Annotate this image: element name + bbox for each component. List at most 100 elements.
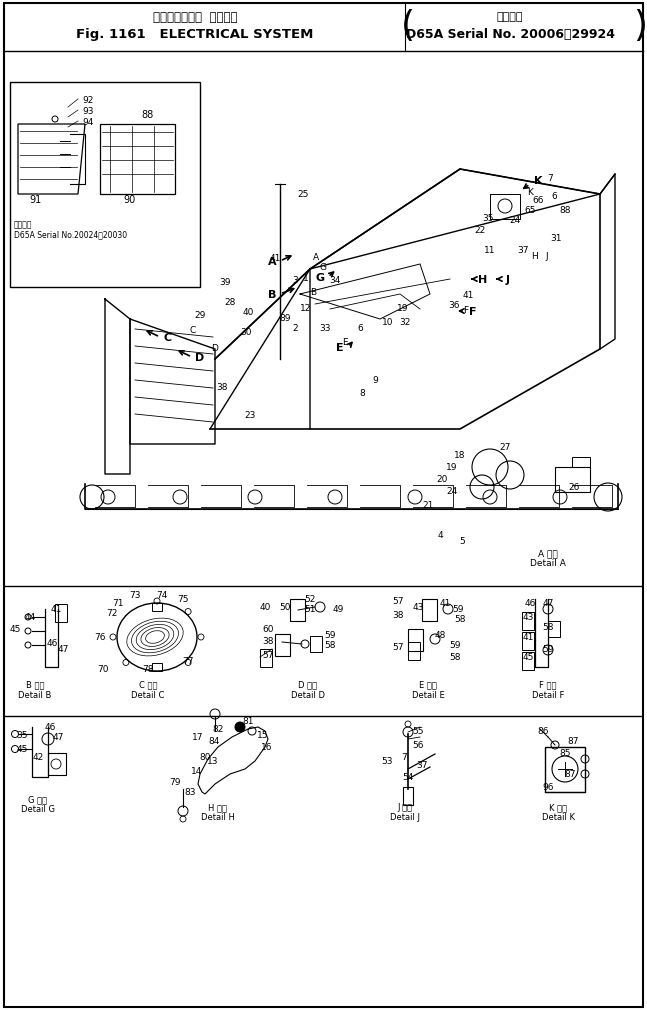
Text: 13: 13 xyxy=(207,757,219,765)
Text: Detail F: Detail F xyxy=(532,690,564,699)
Text: エレクトリカル  システム: エレクトリカル システム xyxy=(153,10,237,23)
Text: 65: 65 xyxy=(524,205,536,214)
Text: F: F xyxy=(463,305,468,314)
Text: 12: 12 xyxy=(300,303,312,312)
Text: 59: 59 xyxy=(452,605,464,614)
Text: 44: 44 xyxy=(25,612,36,621)
Text: J: J xyxy=(506,275,510,285)
Text: 52: 52 xyxy=(304,594,316,604)
Text: 23: 23 xyxy=(245,410,256,420)
Text: A: A xyxy=(313,253,319,261)
Bar xyxy=(290,600,305,622)
Text: 17: 17 xyxy=(192,733,204,742)
Text: K 詳細: K 詳細 xyxy=(549,803,567,812)
Text: E: E xyxy=(342,337,348,346)
Text: 28: 28 xyxy=(225,297,236,306)
Text: 適用号機: 適用号機 xyxy=(14,220,32,229)
Bar xyxy=(403,788,413,805)
Text: 2: 2 xyxy=(292,324,298,333)
Text: 40: 40 xyxy=(243,307,254,316)
Text: 7: 7 xyxy=(401,753,407,761)
Text: 48: 48 xyxy=(434,630,446,639)
Bar xyxy=(275,634,290,656)
Text: 45: 45 xyxy=(9,625,21,634)
Text: 8: 8 xyxy=(359,388,365,397)
Text: 76: 76 xyxy=(94,633,105,642)
Text: 58: 58 xyxy=(542,623,554,632)
Text: J 詳細: J 詳細 xyxy=(397,803,413,812)
Bar xyxy=(48,753,66,775)
Text: A 詳細: A 詳細 xyxy=(538,549,558,558)
Text: 75: 75 xyxy=(177,594,189,604)
Text: B: B xyxy=(310,287,316,296)
Text: 42: 42 xyxy=(32,753,43,761)
Text: 82: 82 xyxy=(212,725,224,734)
Text: 3: 3 xyxy=(292,275,298,284)
Bar xyxy=(310,636,322,652)
Text: 66: 66 xyxy=(532,195,543,204)
Text: F 詳細: F 詳細 xyxy=(539,679,557,688)
Text: 59: 59 xyxy=(542,645,554,654)
Text: Detail K: Detail K xyxy=(542,813,575,822)
Text: 適用号機: 適用号機 xyxy=(497,12,523,22)
Text: H: H xyxy=(478,275,488,285)
Text: 16: 16 xyxy=(261,743,273,752)
Text: 40: 40 xyxy=(259,603,270,612)
Bar xyxy=(422,600,437,622)
Text: 20: 20 xyxy=(436,475,448,484)
Text: 21: 21 xyxy=(422,500,433,509)
Text: K: K xyxy=(534,176,542,186)
Text: Detail C: Detail C xyxy=(131,690,165,699)
Text: 41: 41 xyxy=(269,253,281,262)
Text: 33: 33 xyxy=(319,324,331,333)
Text: 45: 45 xyxy=(16,745,28,754)
Text: 71: 71 xyxy=(112,598,124,607)
Bar xyxy=(260,649,272,667)
Text: 4: 4 xyxy=(437,530,443,539)
Text: 56: 56 xyxy=(412,740,424,749)
Bar xyxy=(10,83,200,288)
Text: K: K xyxy=(527,187,533,196)
Text: 80: 80 xyxy=(199,753,211,761)
Text: Fig. 1161   ELECTRICAL SYSTEM: Fig. 1161 ELECTRICAL SYSTEM xyxy=(76,27,314,40)
Text: 6: 6 xyxy=(551,191,557,200)
Text: 88: 88 xyxy=(559,205,571,214)
Text: 93: 93 xyxy=(82,106,94,115)
Text: D 詳細: D 詳細 xyxy=(298,679,318,688)
Text: E 詳細: E 詳細 xyxy=(419,679,437,688)
Text: 26: 26 xyxy=(568,482,580,491)
Text: 15: 15 xyxy=(258,730,269,739)
Text: D65A Serial No.20024～20030: D65A Serial No.20024～20030 xyxy=(14,231,127,240)
Text: 43: 43 xyxy=(412,603,424,612)
Text: 72: 72 xyxy=(106,608,118,617)
Text: 55: 55 xyxy=(412,727,424,736)
Text: B 詳細: B 詳細 xyxy=(26,679,44,688)
Text: 41: 41 xyxy=(463,290,474,299)
Text: 79: 79 xyxy=(170,777,181,787)
Text: 41: 41 xyxy=(522,633,534,642)
Text: 29: 29 xyxy=(194,310,206,319)
Text: 57: 57 xyxy=(392,643,404,652)
Text: 7: 7 xyxy=(547,173,553,182)
Text: 87: 87 xyxy=(567,737,579,746)
Text: B: B xyxy=(268,290,276,299)
Text: 47: 47 xyxy=(58,645,69,654)
Text: 54: 54 xyxy=(402,772,413,782)
Text: 85: 85 xyxy=(559,749,571,758)
Text: 31: 31 xyxy=(550,234,562,243)
Text: 19: 19 xyxy=(397,303,409,312)
Text: 89: 89 xyxy=(280,313,291,323)
Text: 24: 24 xyxy=(509,215,521,224)
Text: 58: 58 xyxy=(324,640,336,649)
Text: 51: 51 xyxy=(304,605,316,614)
Text: 57: 57 xyxy=(392,596,404,606)
Text: 78: 78 xyxy=(142,665,154,674)
Text: (: ( xyxy=(401,9,415,42)
Text: 59: 59 xyxy=(449,640,461,649)
Text: 5: 5 xyxy=(459,537,465,546)
Text: 58: 58 xyxy=(454,615,466,624)
Text: 50: 50 xyxy=(280,602,291,611)
Text: 10: 10 xyxy=(382,317,394,327)
Text: A: A xyxy=(268,257,276,267)
Text: 92: 92 xyxy=(82,95,94,104)
